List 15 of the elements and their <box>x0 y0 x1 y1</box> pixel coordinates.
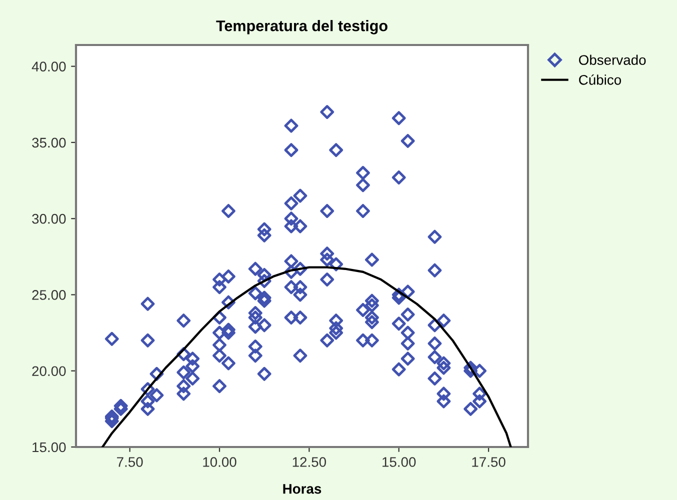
x-tick-label: 10.00 <box>203 457 236 467</box>
x-tick-label: 7.50 <box>117 457 143 467</box>
x-tick-label: 12.50 <box>292 457 326 467</box>
legend-label: Cúbico <box>579 74 622 85</box>
x-tick-label: 15.00 <box>382 457 416 467</box>
y-tick-label: 40.00 <box>32 62 66 72</box>
x-axis-title: Horas <box>283 484 322 494</box>
x-tick-label: 17.50 <box>472 457 506 467</box>
y-tick-label: 35.00 <box>32 138 66 148</box>
chart-title: Temperatura del testigo <box>216 20 388 34</box>
y-tick-label: 15.00 <box>32 442 66 452</box>
y-tick-label: 25.00 <box>32 290 66 300</box>
legend-label: Observado <box>579 54 646 65</box>
y-tick-label: 30.00 <box>32 214 66 224</box>
y-tick-label: 20.00 <box>32 366 66 376</box>
